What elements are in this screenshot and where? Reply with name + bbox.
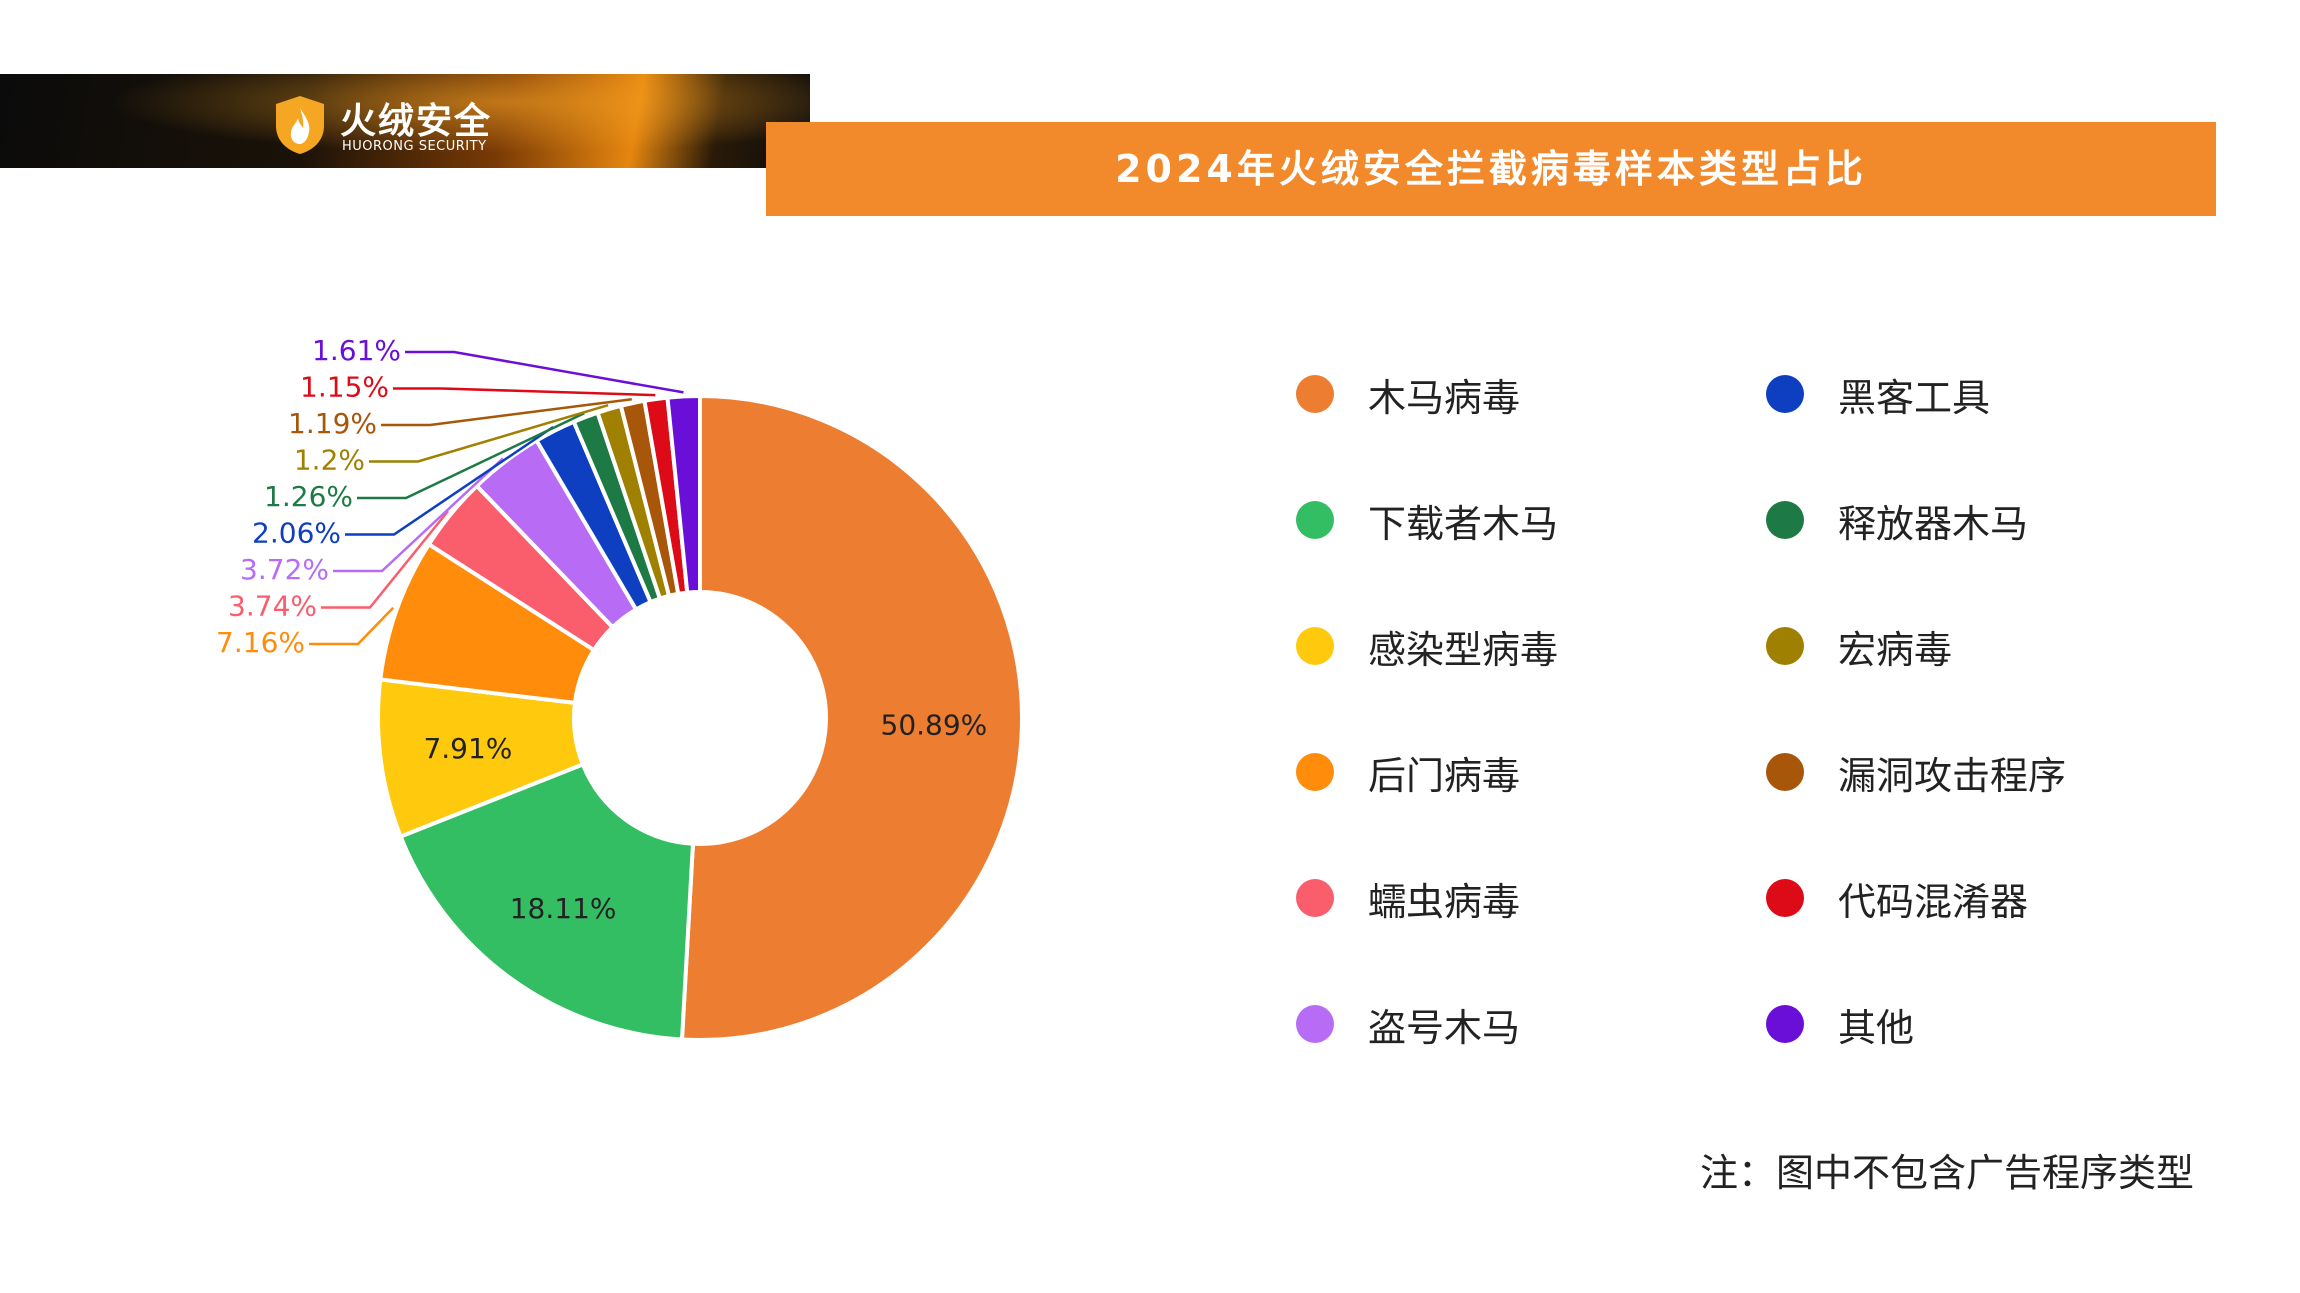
legend-swatch bbox=[1296, 375, 1334, 413]
legend-item: 黑客工具 bbox=[1766, 364, 1990, 424]
callout-line-5 bbox=[333, 457, 504, 573]
legend-item: 后门病毒 bbox=[1296, 742, 1520, 802]
legend-swatch bbox=[1296, 1005, 1334, 1043]
legend-label: 下载者木马 bbox=[1368, 501, 1559, 546]
callout-label-10: 1.15% bbox=[300, 371, 389, 404]
brand-subtitle: HUORONG SECURITY bbox=[342, 139, 487, 154]
footnote: 注：图中不包含广告程序类型 bbox=[1700, 1151, 2195, 1195]
legend-item: 感染型病毒 bbox=[1296, 616, 1558, 676]
callout-label-8: 1.2% bbox=[294, 444, 365, 477]
shield-flame-icon bbox=[276, 96, 324, 154]
callout-label-7: 1.26% bbox=[264, 480, 353, 513]
legend-swatch bbox=[1296, 627, 1334, 665]
legend-item: 宏病毒 bbox=[1766, 616, 1952, 676]
legend-label: 其他 bbox=[1838, 1005, 1915, 1050]
legend-swatch bbox=[1766, 627, 1804, 665]
callout-label-11: 1.61% bbox=[312, 334, 401, 367]
legend-swatch bbox=[1296, 501, 1334, 539]
callout-line-6 bbox=[345, 425, 554, 536]
legend-label: 代码混淆器 bbox=[1838, 879, 2029, 924]
legend-swatch bbox=[1296, 879, 1334, 917]
slice-value-label-1: 18.11% bbox=[510, 892, 617, 925]
legend-item: 释放器木马 bbox=[1766, 490, 2028, 550]
legend-label: 漏洞攻击程序 bbox=[1838, 753, 2067, 798]
chart-title: 2024年火绒安全拦截病毒样本类型占比 bbox=[1115, 147, 1867, 191]
slice-value-label-2: 7.91% bbox=[423, 732, 512, 765]
legend-swatch bbox=[1296, 753, 1334, 791]
legend-swatch bbox=[1766, 753, 1804, 791]
legend-item: 蠕虫病毒 bbox=[1296, 868, 1520, 928]
callout-label-5: 3.72% bbox=[240, 553, 329, 586]
legend-item: 盗号木马 bbox=[1296, 994, 1520, 1054]
callout-line-9 bbox=[381, 397, 632, 427]
legend-item: 漏洞攻击程序 bbox=[1766, 742, 2066, 802]
legend-swatch bbox=[1766, 879, 1804, 917]
callout-label-4: 3.74% bbox=[228, 590, 317, 623]
legend-label: 释放器木马 bbox=[1838, 501, 2029, 546]
legend-swatch bbox=[1766, 501, 1804, 539]
brand-name: 火绒安全 bbox=[340, 101, 493, 142]
legend-item: 下载者木马 bbox=[1296, 490, 1558, 550]
legend-label: 黑客工具 bbox=[1838, 375, 1991, 420]
legend-label: 感染型病毒 bbox=[1368, 627, 1559, 672]
legend-label: 蠕虫病毒 bbox=[1368, 879, 1521, 924]
donut-slice-0 bbox=[679, 393, 1024, 1042]
legend-item: 其他 bbox=[1766, 994, 1914, 1054]
callout-line-11 bbox=[405, 350, 684, 394]
brand-banner bbox=[0, 74, 810, 168]
callout-line-8 bbox=[369, 404, 609, 463]
legend-label: 盗号木马 bbox=[1368, 1005, 1521, 1050]
callout-label-9: 1.19% bbox=[288, 407, 377, 440]
callout-line-10 bbox=[393, 387, 656, 397]
slice-value-label-0: 50.89% bbox=[881, 709, 988, 742]
legend-label: 宏病毒 bbox=[1838, 627, 1953, 672]
callout-label-6: 2.06% bbox=[252, 517, 341, 550]
callout-line-7 bbox=[357, 412, 585, 500]
callout-label-3: 7.16% bbox=[216, 626, 305, 659]
donut-slice-11 bbox=[665, 393, 702, 595]
legend-swatch bbox=[1766, 1005, 1804, 1043]
legend-label: 后门病毒 bbox=[1368, 753, 1521, 798]
legend-swatch bbox=[1766, 375, 1804, 413]
callout-line-4 bbox=[321, 510, 450, 609]
legend-label: 木马病毒 bbox=[1368, 375, 1521, 420]
callout-line-3 bbox=[309, 606, 395, 646]
title-banner bbox=[766, 122, 2216, 216]
donut-chart: 50.89% 18.11% 7.91% 7.16%3.74% 3.72%2.06% 1.2… bbox=[216, 334, 1024, 1042]
legend-item: 代码混淆器 bbox=[1766, 868, 2028, 928]
donut-slice-1 bbox=[398, 761, 696, 1042]
legend-item: 木马病毒 bbox=[1296, 364, 1520, 424]
